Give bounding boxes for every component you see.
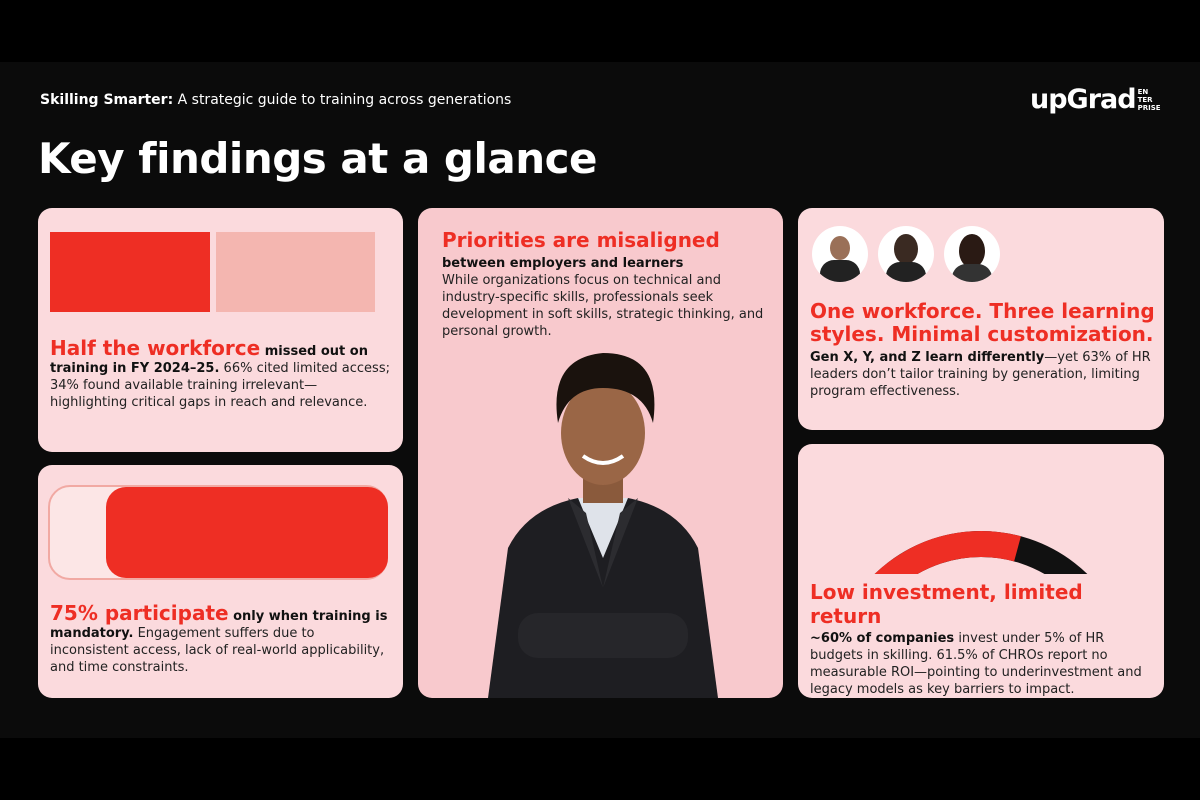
card-workforce: Half the workforce missed out on trainin…	[38, 208, 403, 452]
investment-gauge	[874, 531, 1088, 574]
person-photo	[488, 353, 718, 698]
avatar-man	[812, 226, 868, 282]
participation-text: 75% participate only when training is ma…	[50, 601, 388, 675]
subtitle: Skilling Smarter: A strategic guide to t…	[40, 92, 512, 108]
upgrad-logo: upGrad EN TER PRISE	[1030, 84, 1161, 115]
bar-missed	[50, 232, 210, 312]
generations-text: One workforce. Three learning styles. Mi…	[810, 299, 1155, 400]
workforce-text: Half the workforce missed out on trainin…	[50, 336, 390, 410]
avatar-woman-2	[944, 226, 1000, 282]
participation-pill	[48, 485, 388, 580]
card-priorities: Priorities are misaligned between employ…	[418, 208, 783, 698]
avatar-woman-1	[878, 226, 934, 282]
priorities-text: Priorities are misaligned between employ…	[442, 228, 764, 339]
page-title: Key findings at a glance	[38, 134, 598, 183]
participation-fill	[106, 487, 388, 578]
card-generations: One workforce. Three learning styles. Mi…	[798, 208, 1164, 430]
card-participation: 75% participate only when training is ma…	[38, 465, 403, 698]
investment-text: Low investment, limited return ~60% of c…	[810, 580, 1142, 697]
gauge-fill	[874, 531, 1021, 574]
bar-trained	[216, 232, 375, 312]
card-investment: Low investment, limited return ~60% of c…	[798, 444, 1164, 698]
